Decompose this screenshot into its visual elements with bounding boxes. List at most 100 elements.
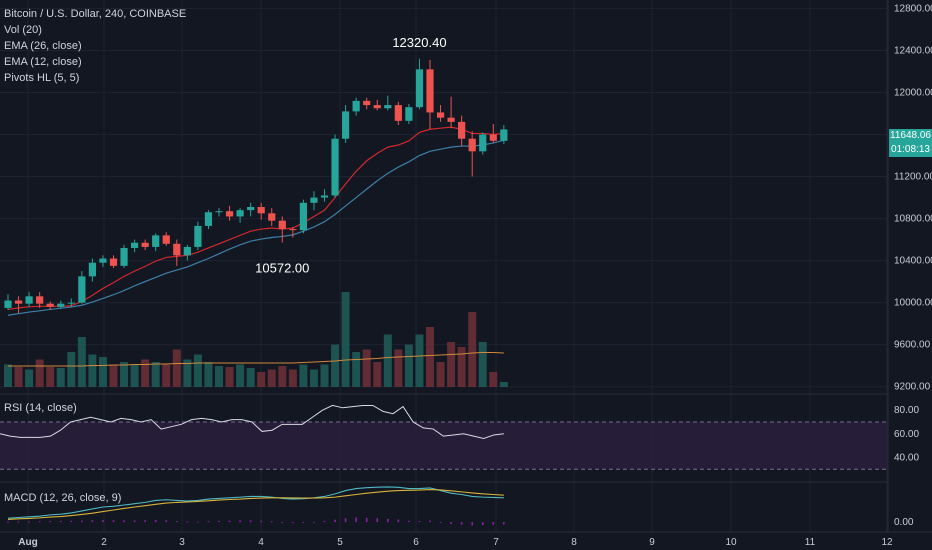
volume-bar [46,367,55,387]
macd-histogram-bar [376,518,379,523]
y-tick-label: 12800.00 [894,3,932,14]
y-tick-label: 10400.00 [894,256,932,267]
volume-bar [109,364,118,387]
y-tick-label: 12000.00 [894,87,932,98]
indicator-pivots-label[interactable]: Pivots HL (5, 5) [4,72,80,84]
indicator-ema26-label[interactable]: EMA (26, close) [4,40,82,52]
volume-bar [288,369,297,387]
volume-bar [499,382,508,387]
macd-histogram-bar [144,520,146,523]
macd-histogram-bar [218,520,220,523]
volume-bar [478,342,487,387]
candle-body [426,69,434,113]
candle-body [99,258,107,263]
macd-histogram-bar [7,521,9,523]
rsi-y-tick-label: 80.00 [894,405,919,416]
candle-body [215,211,223,213]
volume-bar [362,349,371,387]
macd-histogram-bar [344,518,347,523]
volume-bar [373,362,382,387]
candle-body [183,246,191,256]
candle-body [394,105,402,121]
macd-histogram-bar [70,520,73,523]
volume-ma-line [8,352,504,367]
symbol-title[interactable]: Bitcoin / U.S. Dollar, 240, COINBASE [4,8,187,20]
macd-histogram-bar [38,521,41,523]
y-tick-label: 12400.00 [894,45,932,56]
candle-body [331,138,339,196]
macd-histogram-bar [281,522,284,524]
macd-histogram-bar [17,521,20,523]
volume-bar [67,352,76,387]
x-tick-label: 10 [725,537,737,548]
volume-bar [215,366,223,387]
volume-bar [489,372,498,387]
volume-bar [320,364,329,387]
indicator-vol-label[interactable]: Vol (20) [4,24,42,36]
macd-histogram-bar [207,521,210,523]
macd-histogram-bar [228,520,231,523]
volume-bar [98,357,107,387]
volume-bar [415,334,424,387]
volume-bar [267,369,276,387]
volume-bar [25,369,34,387]
macd-histogram-bar [91,520,94,523]
volume-bar [35,359,44,387]
current-price-label: 11648.06 [890,130,931,141]
macd-histogram-bar [260,520,262,523]
countdown-tag: 01:08:13 [889,143,932,157]
y-tick-label: 10800.00 [894,214,932,225]
indicator-ema12-label[interactable]: EMA (12, close) [4,56,82,68]
volume-bar [14,367,23,387]
x-tick-label: 12 [881,537,893,548]
macd-histogram-bar [112,520,115,523]
volume-bar [225,367,234,387]
volume-bar [426,327,434,387]
candle-body [405,107,413,121]
macd-histogram-bar [450,522,452,525]
x-tick-label: 11 [805,537,816,548]
macd-histogram-bar [249,520,252,523]
macd-label[interactable]: MACD (12, 26, close, 9) [4,492,122,504]
candle-body [352,100,360,112]
volume-bar [331,344,340,387]
rsi-label[interactable]: RSI (14, close) [4,402,77,414]
ema26-line [7,139,504,316]
volume-bar [77,337,86,387]
macd-histogram-bar [302,522,305,524]
rsi-y-tick-label: 60.00 [894,429,919,440]
volume-bar [436,362,445,387]
candle-body [257,207,265,214]
candle-body [299,202,307,231]
rsi-line [0,404,504,440]
x-tick-label: 2 [101,537,107,548]
volume-bar [88,354,97,387]
candle-body [173,243,181,256]
macd-histogram-bar [439,522,442,524]
x-tick-label: 9 [649,537,655,548]
candle-body [384,105,392,109]
macd-histogram-bar [334,519,336,523]
macd-histogram-bar [165,520,168,523]
candle-body [120,247,128,266]
candle-body [415,69,424,108]
candle-body [25,296,33,304]
macd-histogram-bar [397,519,400,523]
candle-body [109,258,118,266]
volume-bar [183,359,192,387]
x-tick-label: 4 [258,537,264,548]
candle-body [67,302,75,304]
volume-bar [56,368,65,387]
volume-bar [383,334,392,387]
candle-body [36,296,44,304]
macd-histogram-bar [418,521,421,523]
macd-histogram-bar [102,519,104,523]
volume-bar [151,362,160,387]
macd-line [7,486,504,519]
candle-body [268,213,276,221]
macd-histogram-bar [323,521,326,523]
candle-body [458,121,466,139]
macd-histogram-bar [429,520,431,523]
macd-legend: MACD (12, 26, close, 9) [4,490,121,506]
